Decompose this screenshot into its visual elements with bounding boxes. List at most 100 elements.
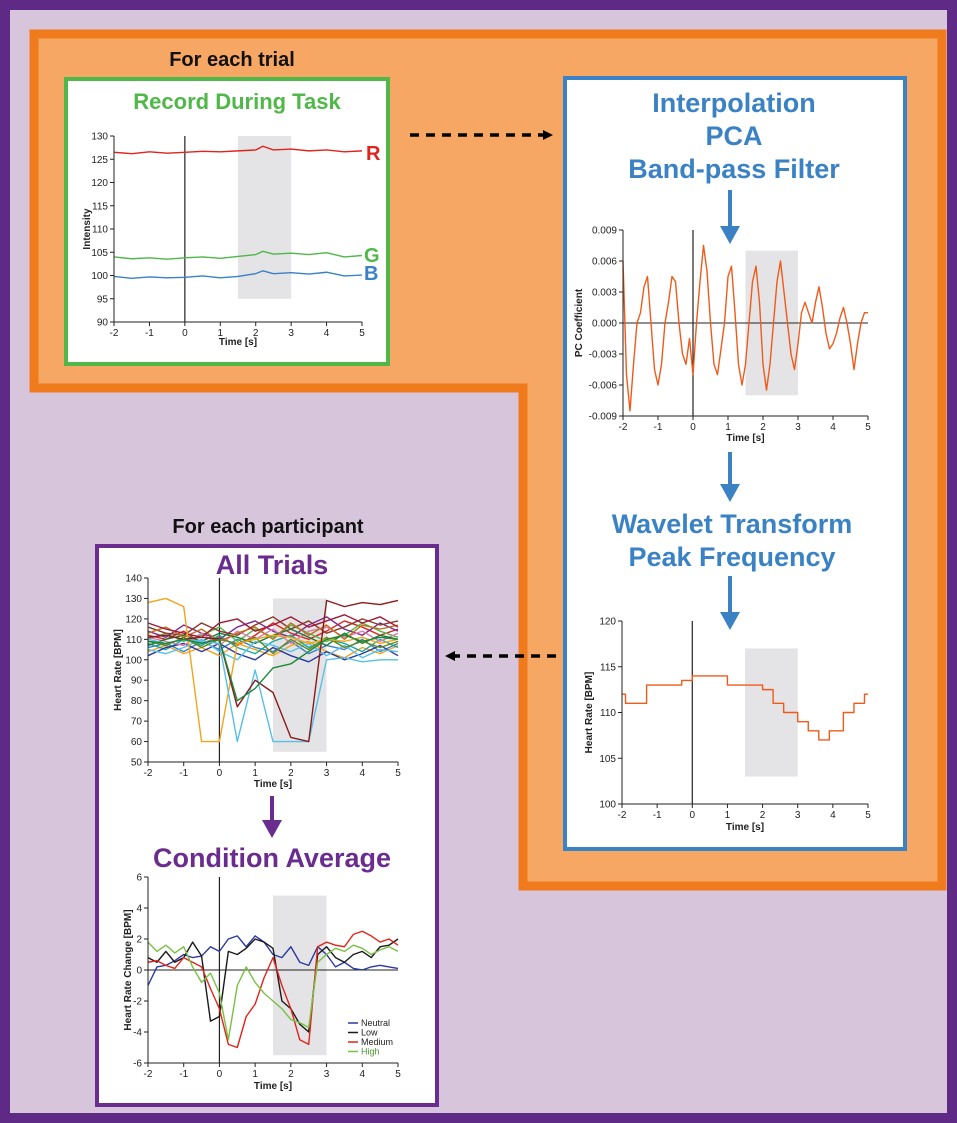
x-axis-label: Time [s] (254, 1081, 292, 1092)
x-tick-label: 5 (395, 1069, 401, 1080)
y-tick-label: 120 (91, 178, 108, 189)
y-tick-label: 100 (125, 655, 142, 666)
x-axis-label: Time [s] (219, 337, 257, 348)
x-tick-label: 5 (865, 810, 871, 821)
y-tick-label: 120 (599, 617, 616, 628)
y-tick-label: 120 (125, 614, 142, 625)
x-tick-label: 5 (395, 768, 401, 779)
y-tick-label: 105 (91, 248, 108, 259)
x-tick-label: 1 (218, 328, 224, 339)
y-tick-label: 80 (131, 696, 143, 707)
series-line-16 (147, 599, 399, 743)
x-tick-label: -2 (144, 768, 153, 779)
series-line-0 (622, 244, 868, 412)
x-tick-label: -1 (145, 328, 154, 339)
y-axis-label: Heart Rate [BPM] (113, 629, 124, 711)
for-each-participant-label: For each participant (172, 516, 363, 538)
y-tick-label: -4 (133, 1028, 142, 1039)
legend-label: High (361, 1047, 380, 1057)
y-tick-label: 100 (91, 271, 108, 282)
x-tick-label: 0 (182, 328, 188, 339)
record-title: Record During Task (133, 89, 341, 114)
pca-title: PCA (705, 121, 762, 151)
y-tick-label: 115 (600, 662, 616, 673)
y-tick-label: 100 (599, 800, 616, 811)
interpolation-title: Interpolation (652, 88, 816, 118)
y-tick-label: -0.006 (589, 381, 618, 392)
y-tick-label: 0.006 (592, 257, 617, 268)
x-tick-label: 4 (360, 1069, 366, 1080)
x-tick-label: 5 (865, 422, 871, 433)
x-tick-label: -1 (654, 422, 663, 433)
down-arrow-3 (720, 576, 740, 630)
x-tick-label: 0 (690, 422, 696, 433)
for-each-trial-label: For each trial (169, 49, 295, 71)
processing-panel (563, 76, 907, 851)
y-tick-label: -0.003 (589, 350, 618, 361)
series-line-2 (113, 270, 363, 279)
x-tick-label: 3 (324, 1069, 330, 1080)
condition-average-title: Condition Average (153, 843, 391, 873)
series-line-12 (147, 614, 399, 638)
series-line-3 (147, 941, 399, 1041)
x-tick-label: 0 (690, 810, 696, 821)
x-tick-label: 1 (725, 422, 731, 433)
condition-average-chart: -2 -1 0 1 2 3 4 5 -6 -4 -2 0 2 4 6 Time [s] Heart Rate C… (123, 873, 401, 1093)
series-line-0 (147, 935, 399, 986)
x-axis-label: Time [s] (254, 779, 292, 790)
y-tick-label: 130 (125, 594, 142, 605)
channel-r-label: R (366, 143, 381, 165)
x-tick-label: 3 (288, 328, 294, 339)
y-tick-label: 90 (97, 318, 109, 329)
y-tick-label: 60 (131, 737, 143, 748)
y-tick-label: 0.003 (592, 288, 617, 299)
x-tick-label: 3 (795, 810, 801, 821)
y-tick-label: 140 (125, 574, 142, 585)
legend-label: Neutral (361, 1018, 390, 1028)
y-tick-label: 110 (600, 708, 616, 719)
series-line-11 (147, 638, 399, 661)
wavelet-title: Wavelet Transform (612, 509, 853, 539)
series-line-7 (147, 642, 399, 663)
y-axis-label: Heart Rate [BPM] (584, 672, 595, 754)
x-tick-label: 0 (217, 768, 223, 779)
y-tick-label: 110 (92, 225, 108, 236)
down-arrow-2 (720, 452, 740, 502)
y-axis-label: Intensity (82, 208, 93, 250)
x-tick-label: 0 (217, 1069, 223, 1080)
x-tick-label: 2 (288, 1069, 294, 1080)
y-tick-label: 70 (131, 717, 143, 728)
down-arrow-1 (720, 190, 740, 244)
peak-frequency-title: Peak Frequency (628, 542, 835, 572)
x-axis-label: Time [s] (726, 433, 764, 444)
bandpass-title: Band-pass Filter (628, 154, 840, 184)
y-tick-label: 115 (92, 201, 108, 212)
x-tick-label: 2 (253, 328, 259, 339)
x-tick-label: 1 (252, 768, 258, 779)
x-tick-label: 4 (830, 422, 836, 433)
response-window-shade (273, 895, 327, 1056)
y-tick-label: 4 (136, 904, 142, 915)
y-tick-label: -2 (133, 997, 142, 1008)
y-tick-label: 0.009 (592, 226, 617, 237)
y-axis-label: PC Coefficient (574, 288, 585, 357)
x-tick-label: 4 (830, 810, 836, 821)
x-tick-label: -2 (144, 1069, 153, 1080)
x-tick-label: -1 (179, 1069, 188, 1080)
x-tick-label: 1 (252, 1069, 258, 1080)
y-tick-label: 105 (599, 754, 616, 765)
x-tick-label: 2 (760, 810, 766, 821)
x-tick-label: -2 (110, 328, 119, 339)
channel-g-label: G (364, 245, 380, 267)
x-tick-label: 2 (760, 422, 766, 433)
y-tick-label: -0.009 (589, 412, 618, 423)
x-tick-label: 4 (324, 328, 330, 339)
x-tick-label: 4 (360, 768, 366, 779)
y-tick-label: -6 (133, 1059, 142, 1070)
y-tick-label: 2 (136, 935, 142, 946)
rgb-intensity-chart: -2 -1 0 1 2 3 4 5 90 95 100 105 110 115 120 125 130 Time … (82, 132, 365, 349)
x-axis-label: Time [s] (726, 822, 764, 833)
y-tick-label: 0 (136, 966, 142, 977)
x-tick-label: -2 (619, 422, 628, 433)
